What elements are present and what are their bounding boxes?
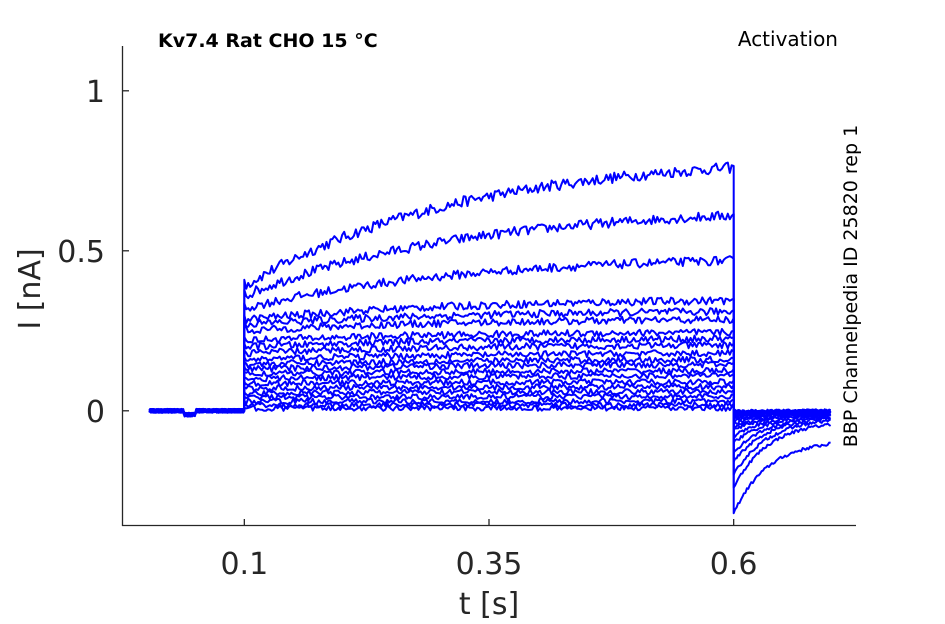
y-tick-label: 1 bbox=[86, 75, 105, 110]
current-trace bbox=[149, 404, 831, 418]
x-ticks: 0.1 0.35 0.6 bbox=[220, 519, 758, 582]
chart-title: Kv7.4 Rat CHO 15 °C bbox=[158, 30, 378, 52]
side-label: BBP Channelpedia ID 25820 rep 1 bbox=[840, 125, 862, 447]
x-tick-label: 0.6 bbox=[710, 547, 758, 582]
trace-group bbox=[148, 161, 832, 515]
y-ticks: 00.51 bbox=[57, 75, 129, 430]
y-tick-label: 0.5 bbox=[57, 235, 105, 270]
x-tick-label: 0.35 bbox=[456, 547, 523, 582]
x-axis-label: t [s] bbox=[459, 587, 519, 622]
x-tick-label: 0.1 bbox=[220, 547, 268, 582]
y-tick-label: 0 bbox=[86, 395, 105, 430]
chart-title-right: Activation bbox=[738, 27, 838, 51]
y-axis-label: I [nA] bbox=[13, 248, 48, 329]
